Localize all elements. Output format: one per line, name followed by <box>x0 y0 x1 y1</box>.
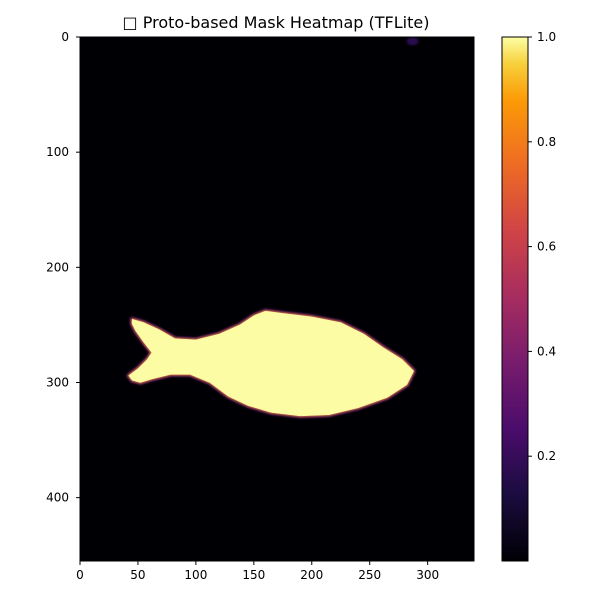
y-axis: 0 100 200 300 400 <box>46 30 80 505</box>
colorbar-gradient <box>502 37 528 561</box>
colorbar-tick-label: 0.4 <box>537 344 556 358</box>
colorbar-tick-label: 0.6 <box>537 240 556 254</box>
x-tick-label: 250 <box>358 568 381 582</box>
plot-frame <box>79 36 475 562</box>
colorbar-frame <box>501 36 529 562</box>
colorbar-tick-label: 1.0 <box>537 30 556 44</box>
x-tick-label: 150 <box>242 568 265 582</box>
y-tick-label: 300 <box>46 375 69 389</box>
colorbar-tick-label: 0.8 <box>537 135 556 149</box>
y-tick-label: 400 <box>46 491 69 505</box>
colorbar: 0.2 0.4 0.6 0.8 1.0 <box>501 30 556 562</box>
colorbar-ticks: 0.2 0.4 0.6 0.8 1.0 <box>528 30 556 463</box>
x-tick-label: 0 <box>76 568 84 582</box>
x-tick-label: 50 <box>130 568 145 582</box>
y-tick-label: 0 <box>61 30 69 44</box>
plot-area <box>79 36 475 562</box>
colorbar-tick-label: 0.2 <box>537 449 556 463</box>
mask-artifact <box>406 37 419 46</box>
x-tick-label: 200 <box>300 568 323 582</box>
chart-title: □ Proto-based Mask Heatmap (TFLite) <box>123 13 430 32</box>
y-tick-label: 100 <box>46 145 69 159</box>
heatmap-background <box>80 37 474 561</box>
y-tick-label: 200 <box>46 260 69 274</box>
x-tick-label: 100 <box>184 568 207 582</box>
x-axis: 0 50 100 150 200 250 300 <box>76 561 439 582</box>
x-tick-label: 300 <box>416 568 439 582</box>
mask-layer <box>126 37 419 418</box>
mask-region <box>128 310 414 417</box>
